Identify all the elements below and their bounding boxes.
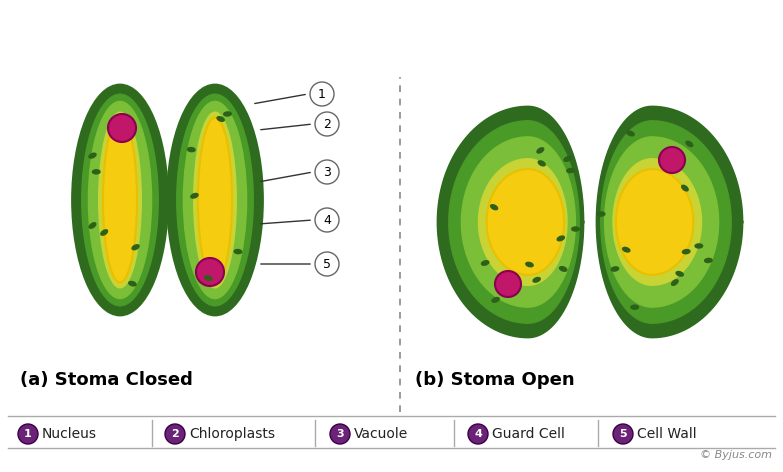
- Ellipse shape: [73, 85, 168, 315]
- Text: 3: 3: [323, 166, 331, 178]
- Ellipse shape: [626, 130, 635, 136]
- Ellipse shape: [630, 304, 639, 310]
- Polygon shape: [613, 159, 702, 285]
- Polygon shape: [478, 159, 567, 285]
- Ellipse shape: [682, 249, 691, 254]
- Text: 5: 5: [619, 429, 627, 439]
- Circle shape: [315, 160, 339, 184]
- Ellipse shape: [685, 141, 694, 147]
- Text: 2: 2: [171, 429, 179, 439]
- Ellipse shape: [557, 236, 565, 242]
- Circle shape: [315, 208, 339, 232]
- Text: 5: 5: [323, 258, 331, 270]
- Ellipse shape: [80, 93, 160, 307]
- Circle shape: [165, 424, 185, 444]
- Text: 4: 4: [474, 429, 482, 439]
- Text: Cell Wall: Cell Wall: [637, 427, 697, 441]
- Circle shape: [196, 258, 224, 286]
- Ellipse shape: [704, 258, 713, 263]
- Ellipse shape: [538, 160, 546, 167]
- Ellipse shape: [525, 261, 534, 268]
- Circle shape: [315, 252, 339, 276]
- Ellipse shape: [223, 111, 232, 117]
- Circle shape: [495, 271, 521, 297]
- Ellipse shape: [490, 204, 498, 211]
- Ellipse shape: [566, 168, 575, 173]
- Ellipse shape: [92, 169, 101, 175]
- Text: Guard Cell: Guard Cell: [492, 427, 565, 441]
- Text: 4: 4: [323, 213, 331, 227]
- Polygon shape: [461, 137, 576, 307]
- Ellipse shape: [87, 100, 153, 300]
- Text: (a) Stoma Closed: (a) Stoma Closed: [20, 371, 193, 389]
- Ellipse shape: [491, 297, 500, 303]
- Ellipse shape: [622, 247, 630, 253]
- Ellipse shape: [571, 226, 580, 232]
- Text: Chloroplasts: Chloroplasts: [189, 427, 275, 441]
- Circle shape: [613, 424, 633, 444]
- Circle shape: [18, 424, 38, 444]
- Ellipse shape: [132, 244, 140, 251]
- Ellipse shape: [193, 111, 237, 288]
- Circle shape: [315, 112, 339, 136]
- Polygon shape: [601, 121, 731, 323]
- Polygon shape: [486, 169, 564, 275]
- Ellipse shape: [100, 229, 108, 236]
- Text: 1: 1: [318, 87, 326, 101]
- Text: 1: 1: [24, 429, 32, 439]
- Ellipse shape: [88, 152, 97, 159]
- Ellipse shape: [182, 100, 248, 300]
- Ellipse shape: [536, 147, 544, 154]
- Ellipse shape: [204, 275, 213, 281]
- Ellipse shape: [216, 116, 225, 122]
- Text: © Byjus.com: © Byjus.com: [700, 450, 772, 460]
- Ellipse shape: [128, 281, 137, 287]
- Ellipse shape: [597, 211, 605, 217]
- Ellipse shape: [233, 249, 243, 254]
- Text: (b) Stoma Open: (b) Stoma Open: [415, 371, 575, 389]
- Ellipse shape: [481, 260, 489, 266]
- Ellipse shape: [563, 156, 572, 162]
- Ellipse shape: [559, 266, 568, 272]
- Ellipse shape: [103, 118, 137, 283]
- Ellipse shape: [671, 279, 679, 286]
- Circle shape: [310, 82, 334, 106]
- Circle shape: [659, 147, 685, 173]
- Polygon shape: [597, 107, 742, 337]
- Ellipse shape: [88, 222, 96, 229]
- Ellipse shape: [190, 193, 199, 199]
- Polygon shape: [438, 107, 583, 337]
- Ellipse shape: [187, 147, 196, 152]
- Ellipse shape: [98, 111, 142, 288]
- Ellipse shape: [681, 185, 689, 192]
- Ellipse shape: [198, 118, 232, 283]
- Text: Vacuole: Vacuole: [354, 427, 408, 441]
- Polygon shape: [616, 169, 694, 275]
- Polygon shape: [449, 121, 579, 323]
- Ellipse shape: [695, 243, 703, 249]
- Text: 2: 2: [323, 118, 331, 130]
- Text: 3: 3: [336, 429, 344, 439]
- Polygon shape: [604, 137, 719, 307]
- Ellipse shape: [676, 271, 684, 277]
- Text: Nucleus: Nucleus: [42, 427, 97, 441]
- Ellipse shape: [168, 85, 262, 315]
- Ellipse shape: [175, 93, 255, 307]
- Circle shape: [468, 424, 488, 444]
- Circle shape: [108, 114, 136, 142]
- Ellipse shape: [532, 277, 541, 283]
- Circle shape: [330, 424, 350, 444]
- Ellipse shape: [611, 266, 619, 272]
